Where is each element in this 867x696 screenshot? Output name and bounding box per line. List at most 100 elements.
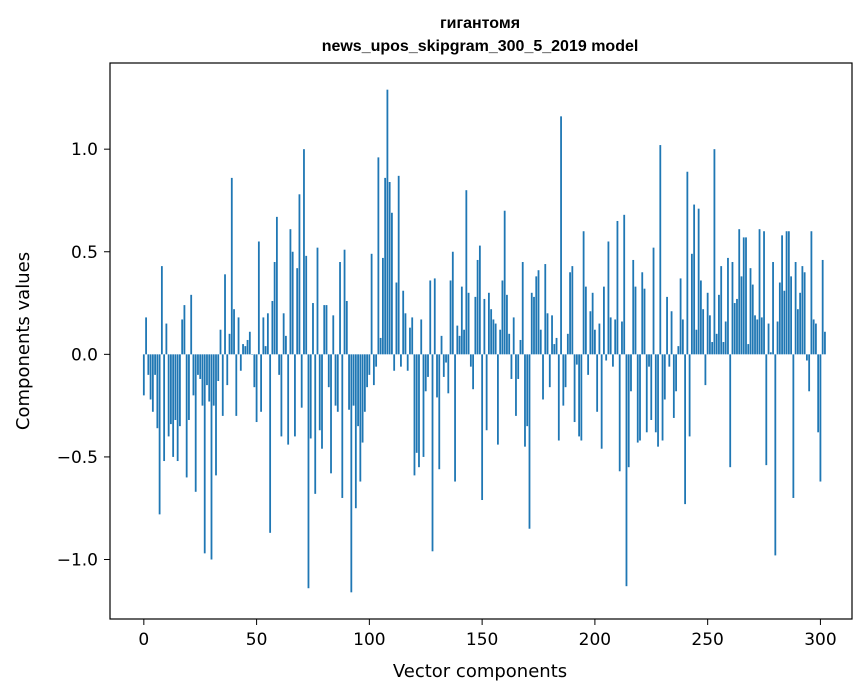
x-axis-label: Vector components xyxy=(393,661,567,682)
bar xyxy=(145,317,147,355)
bar xyxy=(571,266,574,355)
bar xyxy=(167,354,170,437)
bar xyxy=(521,262,524,355)
bar xyxy=(684,354,686,505)
x-tick-label: 200 xyxy=(579,630,611,650)
bar xyxy=(652,247,655,355)
bar xyxy=(350,354,353,593)
bar xyxy=(262,317,265,355)
bar xyxy=(672,354,675,418)
bar xyxy=(449,280,452,355)
bar xyxy=(819,354,822,482)
bar xyxy=(551,315,553,355)
bar xyxy=(336,354,339,412)
bar xyxy=(740,276,743,355)
bar xyxy=(257,241,260,355)
bar xyxy=(727,257,729,355)
bar xyxy=(499,329,502,355)
bar xyxy=(803,272,806,355)
bar xyxy=(799,292,802,355)
x-tick-label: 50 xyxy=(246,630,268,650)
bar xyxy=(607,241,610,355)
bar xyxy=(720,266,723,355)
bar xyxy=(298,194,301,355)
bar xyxy=(278,354,281,375)
bar xyxy=(600,354,603,449)
bar xyxy=(548,354,551,388)
bar xyxy=(330,354,332,474)
bar xyxy=(327,354,330,388)
bar xyxy=(409,327,411,355)
bar xyxy=(643,288,646,355)
bar xyxy=(413,354,416,476)
bar xyxy=(623,214,626,355)
bar xyxy=(237,317,240,355)
bar xyxy=(377,157,380,355)
bar xyxy=(497,354,499,445)
bar xyxy=(316,247,319,355)
ticks-group: 0 50 100 150 200 250 300 1.0 0.5 0.0 −0.5 −1.0 xyxy=(57,140,837,650)
bar xyxy=(154,354,156,375)
bar xyxy=(702,309,705,355)
bar xyxy=(422,354,425,457)
x-tick-label: 150 xyxy=(466,630,498,650)
bar xyxy=(467,292,470,355)
bar xyxy=(203,354,206,554)
bar xyxy=(593,329,596,355)
bar xyxy=(224,274,226,355)
bar xyxy=(790,276,792,355)
bar xyxy=(754,315,756,355)
bar xyxy=(596,354,599,412)
bar xyxy=(715,333,718,355)
bar xyxy=(381,257,384,355)
bar xyxy=(476,259,479,355)
bar xyxy=(142,354,145,396)
bar xyxy=(147,354,150,375)
bar xyxy=(722,342,725,355)
bar xyxy=(763,231,765,355)
bar xyxy=(323,305,326,355)
bar xyxy=(341,354,344,498)
bar xyxy=(427,354,429,377)
bar xyxy=(370,253,373,355)
bar xyxy=(503,210,506,355)
bar xyxy=(165,323,168,355)
bar xyxy=(309,354,312,439)
bar xyxy=(526,354,529,427)
bar xyxy=(648,354,650,367)
bar xyxy=(582,231,585,355)
bar xyxy=(415,354,418,453)
bar xyxy=(271,300,274,355)
bar xyxy=(363,354,366,412)
bar xyxy=(404,313,407,355)
bar xyxy=(632,259,635,355)
bar xyxy=(616,220,619,355)
bar xyxy=(817,354,820,433)
bar xyxy=(537,270,540,355)
bar xyxy=(433,278,436,355)
bar xyxy=(731,262,734,355)
bar xyxy=(713,149,716,355)
bar xyxy=(300,354,303,408)
bar xyxy=(285,335,287,355)
bar xyxy=(639,354,641,441)
bar xyxy=(463,329,465,355)
bar xyxy=(472,354,474,390)
bar xyxy=(796,309,799,355)
bar xyxy=(474,296,477,355)
bar xyxy=(181,319,184,355)
bar xyxy=(742,237,745,355)
bar xyxy=(149,354,152,400)
bar xyxy=(420,319,423,355)
bar xyxy=(294,354,296,437)
bar xyxy=(445,354,447,363)
bar xyxy=(557,354,560,441)
bar xyxy=(239,354,242,371)
bar xyxy=(442,354,445,377)
bar xyxy=(794,262,797,355)
bar xyxy=(736,298,738,355)
bar xyxy=(605,354,608,361)
bar xyxy=(244,346,247,355)
bar xyxy=(528,354,531,529)
bar xyxy=(305,255,308,355)
